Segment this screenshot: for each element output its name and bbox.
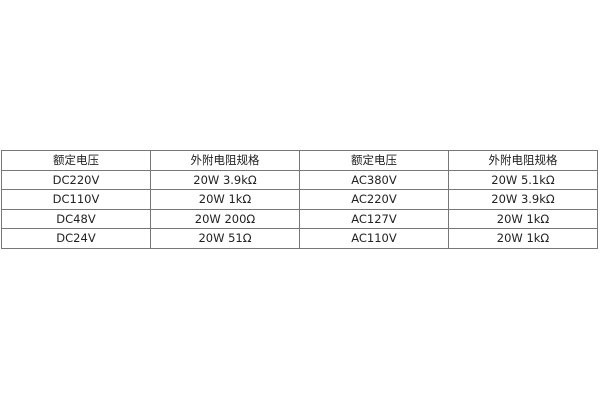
ac-resistor-cell: 20W 3.9kΩ	[448, 189, 598, 210]
header-row: 额定电压 外附电阻规格 额定电压 外附电阻规格	[1, 150, 598, 171]
header-external-resistor: 外附电阻规格	[150, 150, 300, 171]
ac-voltage-cell: AC127V	[299, 208, 449, 229]
dc-voltage-cell: DC24V	[1, 228, 151, 249]
dc-voltage-cell: DC48V	[1, 208, 151, 229]
header-external-resistor: 外附电阻规格	[448, 150, 598, 171]
table-row: DC110V 20W 1kΩ AC220V 20W 3.9kΩ	[1, 189, 598, 210]
dc-resistor-cell: 20W 1kΩ	[150, 189, 300, 210]
dc-resistor-cell: 20W 200Ω	[150, 208, 300, 229]
table-row: DC220V 20W 3.9kΩ AC380V 20W 5.1kΩ	[1, 169, 598, 190]
header-rated-voltage: 额定电压	[299, 150, 449, 171]
header-rated-voltage: 额定电压	[1, 150, 151, 171]
table-row: DC24V 20W 51Ω AC110V 20W 1kΩ	[1, 228, 598, 249]
dc-voltage-cell: DC220V	[1, 169, 151, 190]
ac-voltage-cell: AC110V	[299, 228, 449, 249]
dc-voltage-cell: DC110V	[1, 189, 151, 210]
ac-resistor-cell: 20W 5.1kΩ	[448, 169, 598, 190]
ac-resistor-cell: 20W 1kΩ	[448, 228, 598, 249]
dc-resistor-cell: 20W 3.9kΩ	[150, 169, 300, 190]
ac-voltage-cell: AC220V	[299, 189, 449, 210]
dc-resistor-cell: 20W 51Ω	[150, 228, 300, 249]
resistor-spec-table: 额定电压 外附电阻规格 额定电压 外附电阻规格 DC220V 20W 3.9kΩ…	[1, 150, 598, 249]
ac-voltage-cell: AC380V	[299, 169, 449, 190]
table-row: DC48V 20W 200Ω AC127V 20W 1kΩ	[1, 208, 598, 229]
ac-resistor-cell: 20W 1kΩ	[448, 208, 598, 229]
